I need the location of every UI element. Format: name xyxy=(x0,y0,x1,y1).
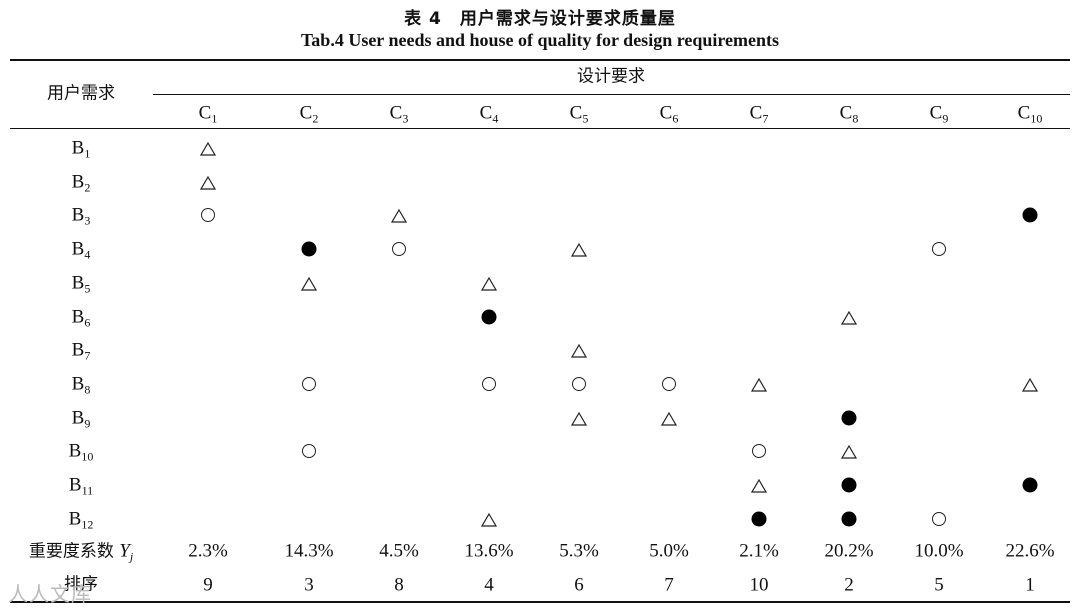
importance-value-c2: 14.3% xyxy=(284,540,334,562)
row-label-b3: B3 xyxy=(71,204,91,228)
row-header-label: 用户需求 xyxy=(47,83,115,104)
cell-b11-c10-strong-dot xyxy=(1022,477,1038,493)
bottom-rule xyxy=(10,601,1070,603)
ranking-value-c7: 10 xyxy=(749,574,769,596)
ranking-value-c9: 5 xyxy=(934,574,944,596)
ranking-label: 排序 xyxy=(64,574,98,595)
cell-b2-c1-weak-triangle xyxy=(199,175,217,190)
column-header-c9: C9 xyxy=(929,102,949,126)
column-header-c2: C2 xyxy=(299,102,319,126)
importance-value-c9: 10.0% xyxy=(914,540,964,562)
row-label-b6: B6 xyxy=(71,306,91,329)
cell-b8-c10-weak-triangle xyxy=(1021,377,1039,392)
cell-b4-c5-weak-triangle xyxy=(570,242,588,257)
importance-value-c4: 13.6% xyxy=(464,540,514,562)
cell-b12-c4-weak-triangle xyxy=(480,512,498,527)
cell-b11-c8-strong-dot xyxy=(841,477,857,493)
cell-b7-c5-weak-triangle xyxy=(570,343,588,358)
watermark: 人人文库 xyxy=(8,582,92,606)
column-header-c1: C1 xyxy=(198,102,218,126)
importance-value-c10: 22.6% xyxy=(1005,540,1055,562)
row-label-b10: B10 xyxy=(68,440,94,464)
cell-b4-c9-medium-circle xyxy=(932,242,946,257)
column-header-c4: C4 xyxy=(479,102,499,126)
cell-b8-c2-medium-circle xyxy=(302,376,316,391)
cell-b9-c6-weak-triangle xyxy=(660,411,678,426)
column-header-c5: C5 xyxy=(569,102,589,126)
row-label-b1: B1 xyxy=(71,137,91,161)
column-header-c10: C10 xyxy=(1017,102,1043,126)
importance-value-c7: 2.1% xyxy=(739,540,779,562)
cell-b10-c2-medium-circle xyxy=(302,444,316,459)
ranking-value-c1: 9 xyxy=(203,574,213,596)
group-header-label: 设计要求 xyxy=(577,66,645,87)
row-label-b5: B5 xyxy=(71,272,91,296)
cell-b3-c3-weak-triangle xyxy=(390,208,408,223)
cell-b8-c7-weak-triangle xyxy=(750,377,768,392)
importance-value-c6: 5.0% xyxy=(649,540,689,562)
row-label-b8: B8 xyxy=(71,373,91,397)
cell-b4-c2-strong-dot xyxy=(301,241,317,257)
top-rule xyxy=(10,59,1070,61)
ranking-value-c3: 8 xyxy=(394,574,404,596)
ranking-value-c5: 6 xyxy=(574,574,584,596)
cell-b8-c4-medium-circle xyxy=(482,376,496,391)
column-header-c6: C6 xyxy=(659,102,679,126)
importance-value-c1: 2.3% xyxy=(188,540,228,562)
cell-b12-c9-medium-circle xyxy=(932,511,946,526)
cell-b12-c7-strong-dot xyxy=(751,511,767,527)
ranking-value-c2: 3 xyxy=(304,574,314,596)
cell-b5-c4-weak-triangle xyxy=(480,276,498,291)
column-header-c8: C8 xyxy=(839,102,859,126)
cell-b3-c1-medium-circle xyxy=(201,208,215,223)
header-bottom-rule xyxy=(10,128,1070,129)
cell-b9-c8-strong-dot xyxy=(841,410,857,426)
ranking-value-c10: 1 xyxy=(1025,574,1035,596)
cell-b8-c6-medium-circle xyxy=(662,376,676,391)
cell-b11-c7-weak-triangle xyxy=(750,478,768,493)
cell-b1-c1-weak-triangle xyxy=(199,141,217,156)
cell-b6-c4-strong-dot xyxy=(481,309,497,324)
cell-b5-c2-weak-triangle xyxy=(300,276,318,291)
importance-value-c5: 5.3% xyxy=(559,540,599,562)
ranking-value-c4: 4 xyxy=(484,574,494,596)
cell-b6-c8-weak-triangle xyxy=(840,310,858,325)
table-title-cn: 表 4 用户需求与设计要求质量屋 xyxy=(404,9,676,29)
row-label-b4: B4 xyxy=(71,238,91,262)
ranking-value-c6: 7 xyxy=(664,574,674,596)
cell-b10-c8-weak-triangle xyxy=(840,444,858,459)
header-group-rule xyxy=(153,94,1070,95)
importance-label: 重要度系数 Yj xyxy=(28,540,134,564)
row-label-b9: B9 xyxy=(71,407,91,431)
importance-value-c8: 20.2% xyxy=(824,540,874,562)
row-label-b12: B12 xyxy=(68,508,94,532)
row-label-b2: B2 xyxy=(71,171,91,195)
table-title-en: Tab.4 User needs and house of quality fo… xyxy=(300,30,780,50)
column-header-c7: C7 xyxy=(749,102,769,126)
importance-value-c3: 4.5% xyxy=(379,540,419,562)
cell-b9-c5-weak-triangle xyxy=(570,411,588,426)
row-label-b11: B11 xyxy=(68,474,94,498)
cell-b3-c10-strong-dot xyxy=(1022,207,1038,223)
row-label-b7: B7 xyxy=(71,339,91,363)
column-header-c3: C3 xyxy=(389,102,409,126)
cell-b12-c8-strong-dot xyxy=(841,511,857,527)
cell-b8-c5-medium-circle xyxy=(572,376,586,391)
cell-b4-c3-medium-circle xyxy=(392,242,406,257)
ranking-value-c8: 2 xyxy=(844,574,854,596)
cell-b10-c7-medium-circle xyxy=(752,444,766,459)
